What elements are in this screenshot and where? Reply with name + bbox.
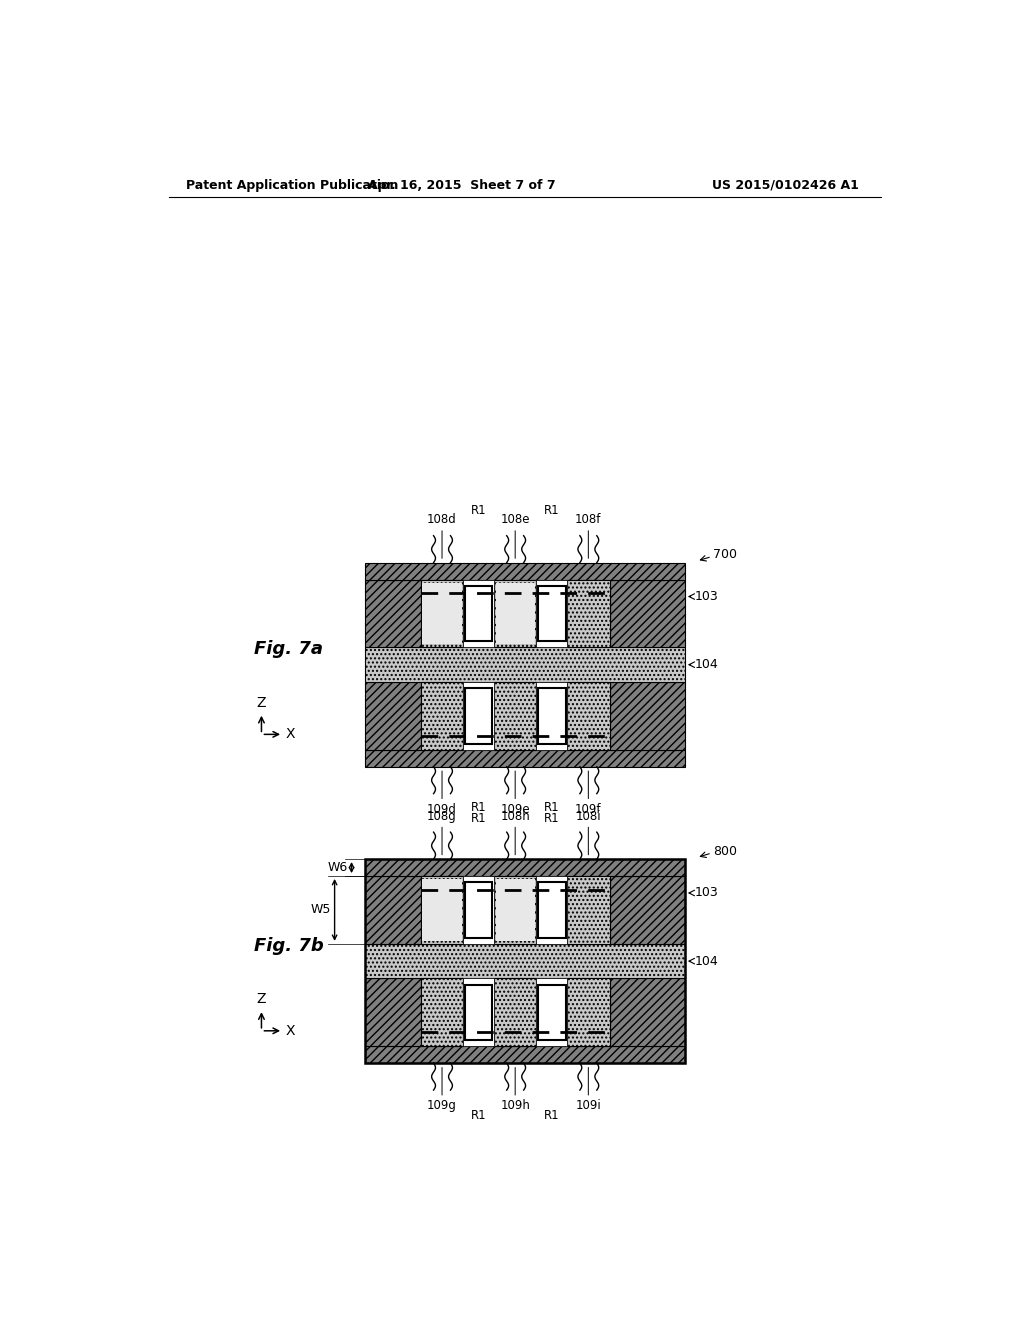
Text: 109e: 109e: [501, 803, 530, 816]
Text: R1: R1: [544, 1109, 559, 1122]
Text: Z: Z: [257, 993, 266, 1006]
Bar: [366, 876, 421, 944]
Bar: [463, 876, 494, 944]
Bar: [463, 682, 494, 750]
Bar: [366, 859, 685, 876]
Bar: [537, 978, 567, 1047]
Text: Z: Z: [257, 696, 266, 710]
Text: 103: 103: [695, 887, 719, 899]
Text: 104: 104: [695, 659, 719, 671]
Text: 109h: 109h: [501, 1100, 530, 1113]
Text: 108f: 108f: [575, 513, 601, 527]
Bar: [567, 876, 609, 944]
Bar: [567, 978, 609, 1047]
Bar: [366, 562, 685, 579]
Text: R1: R1: [471, 812, 486, 825]
Bar: [538, 882, 565, 937]
Bar: [496, 879, 535, 941]
Bar: [366, 978, 421, 1047]
Bar: [538, 985, 565, 1040]
Bar: [537, 876, 567, 944]
Bar: [496, 582, 535, 644]
Text: X: X: [286, 727, 295, 742]
Text: Apr. 16, 2015  Sheet 7 of 7: Apr. 16, 2015 Sheet 7 of 7: [368, 178, 555, 191]
Bar: [537, 682, 567, 750]
Text: R1: R1: [471, 801, 486, 813]
Bar: [422, 582, 462, 644]
Text: 108h: 108h: [501, 810, 530, 822]
Text: 104: 104: [695, 954, 719, 968]
Bar: [609, 876, 685, 944]
Text: 700: 700: [714, 548, 737, 561]
Bar: [366, 944, 685, 978]
Text: 108d: 108d: [427, 513, 457, 527]
Text: 108e: 108e: [501, 513, 530, 527]
Bar: [538, 688, 565, 743]
Bar: [366, 647, 685, 682]
Bar: [463, 978, 494, 1047]
Bar: [465, 985, 493, 1040]
Bar: [465, 688, 493, 743]
Text: 109g: 109g: [427, 1100, 457, 1113]
Bar: [421, 876, 463, 944]
Bar: [609, 978, 685, 1047]
Bar: [494, 579, 537, 647]
Text: R1: R1: [544, 801, 559, 813]
Text: X: X: [286, 1024, 295, 1038]
Bar: [366, 859, 685, 1063]
Bar: [537, 579, 567, 647]
Bar: [567, 579, 609, 647]
Bar: [567, 682, 609, 750]
Text: 109f: 109f: [575, 803, 601, 816]
Bar: [366, 750, 685, 767]
Text: W5: W5: [310, 903, 331, 916]
Text: 109d: 109d: [427, 803, 457, 816]
Bar: [366, 682, 421, 750]
Text: R1: R1: [544, 812, 559, 825]
Bar: [421, 579, 463, 647]
Text: Fig. 7a: Fig. 7a: [254, 640, 323, 659]
Text: 109i: 109i: [575, 1100, 601, 1113]
Bar: [366, 1047, 685, 1063]
Text: W6: W6: [328, 861, 348, 874]
Text: R1: R1: [544, 504, 559, 517]
Bar: [494, 876, 537, 944]
Text: US 2015/0102426 A1: US 2015/0102426 A1: [712, 178, 858, 191]
Bar: [609, 579, 685, 647]
Bar: [465, 882, 493, 937]
Bar: [421, 682, 463, 750]
Text: 800: 800: [714, 845, 737, 858]
Bar: [494, 682, 537, 750]
Bar: [538, 586, 565, 642]
Text: Patent Application Publication: Patent Application Publication: [186, 178, 398, 191]
Bar: [609, 682, 685, 750]
Bar: [494, 978, 537, 1047]
Text: Fig. 7b: Fig. 7b: [254, 937, 324, 954]
Text: 103: 103: [695, 590, 719, 603]
Bar: [465, 586, 493, 642]
Text: R1: R1: [471, 504, 486, 517]
Bar: [366, 579, 421, 647]
Bar: [422, 879, 462, 941]
Bar: [463, 579, 494, 647]
Text: 108i: 108i: [575, 810, 601, 822]
Text: 108g: 108g: [427, 810, 457, 822]
Bar: [421, 978, 463, 1047]
Text: R1: R1: [471, 1109, 486, 1122]
